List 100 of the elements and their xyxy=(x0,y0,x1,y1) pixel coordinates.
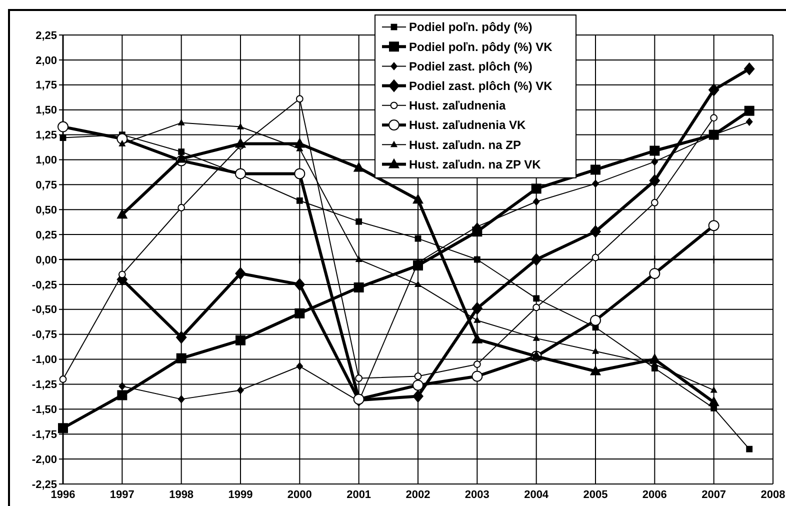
x-tick-label: 1998 xyxy=(169,489,194,501)
x-tick-label: 2004 xyxy=(524,489,550,501)
y-tick-label: -1,75 xyxy=(32,428,57,441)
x-tick-label: 2002 xyxy=(406,489,430,501)
point xyxy=(178,204,186,212)
point xyxy=(531,184,542,194)
point xyxy=(355,374,363,382)
point xyxy=(533,295,540,302)
point xyxy=(235,168,246,180)
point xyxy=(178,395,185,404)
y-tick-label: 1,25 xyxy=(36,130,57,142)
point xyxy=(118,270,126,278)
x-tick-label: 2005 xyxy=(583,489,608,501)
point xyxy=(294,168,306,180)
point xyxy=(650,146,660,156)
point xyxy=(414,372,422,380)
point xyxy=(355,256,362,262)
point xyxy=(118,140,126,146)
y-tick-label: -2,00 xyxy=(32,454,57,466)
legend-label: Podiel poľn. pôdy (%) VK xyxy=(409,40,553,54)
point xyxy=(744,106,754,116)
point xyxy=(412,390,424,403)
y-tick-label: -1,50 xyxy=(32,404,57,416)
y-tick-label: -2,25 xyxy=(32,478,57,491)
point xyxy=(178,118,185,126)
legend-label: Podiel zast. plôch (%) xyxy=(409,59,532,74)
legend-label: Podiel poľn. pôdy (%) xyxy=(409,20,532,34)
legend-label: Hust. zaľudnenia VK xyxy=(409,118,526,132)
point xyxy=(744,62,755,76)
x-tick-label: 1997 xyxy=(110,489,134,501)
point xyxy=(58,423,68,434)
x-tick-label: 2008 xyxy=(760,489,786,501)
point xyxy=(235,266,246,280)
point xyxy=(176,353,186,364)
y-tick-label: -0,75 xyxy=(32,329,57,342)
point xyxy=(296,197,303,204)
point xyxy=(473,360,481,368)
point xyxy=(296,362,304,370)
point xyxy=(530,253,542,266)
point xyxy=(710,114,718,122)
point xyxy=(590,365,601,376)
legend-label: Hust. zaľudn. na ZP xyxy=(409,138,521,152)
point xyxy=(649,353,660,364)
point xyxy=(235,138,246,148)
point xyxy=(532,304,540,312)
point xyxy=(649,268,660,279)
point xyxy=(746,446,753,452)
x-tick-label: 2001 xyxy=(346,489,372,501)
point xyxy=(236,335,246,346)
x-tick-label: 2000 xyxy=(287,489,312,501)
point xyxy=(116,208,128,219)
point xyxy=(710,386,718,393)
point xyxy=(708,396,720,406)
y-tick-label: 2,00 xyxy=(36,54,57,67)
point xyxy=(650,198,658,206)
y-tick-label: 0,75 xyxy=(36,180,57,192)
point xyxy=(651,158,658,166)
point xyxy=(532,334,540,341)
y-tick-label: 0,50 xyxy=(36,204,57,216)
point xyxy=(532,197,540,206)
y-tick-label: -0,25 xyxy=(32,279,57,292)
x-tick-label: 2007 xyxy=(702,489,726,501)
point xyxy=(708,220,720,232)
point xyxy=(118,382,126,390)
y-tick-label: 2,25 xyxy=(36,30,57,42)
point xyxy=(592,254,600,262)
point xyxy=(354,282,364,292)
point xyxy=(176,330,187,344)
point xyxy=(746,118,753,126)
point xyxy=(296,95,304,103)
point xyxy=(117,390,128,400)
y-tick-label: 1,50 xyxy=(36,104,57,117)
point xyxy=(294,278,306,291)
point xyxy=(474,316,481,323)
y-tick-label: -1,25 xyxy=(32,379,57,392)
x-tick-label: 2006 xyxy=(642,489,667,501)
y-tick-label: 1,00 xyxy=(36,154,57,167)
point xyxy=(294,308,305,318)
point xyxy=(412,194,424,204)
point xyxy=(590,314,601,326)
y-tick-label: 0,25 xyxy=(36,229,57,242)
y-tick-label: 1,75 xyxy=(36,80,57,92)
y-tick-label: 0,00 xyxy=(36,254,57,266)
point xyxy=(412,380,424,391)
legend-label: Hust. zaľudnenia xyxy=(409,98,506,113)
x-tick-label: 1996 xyxy=(50,489,76,501)
point xyxy=(472,333,483,344)
legend-label: Hust. zaľudn. na ZP VK xyxy=(409,157,542,172)
point xyxy=(592,180,600,188)
point xyxy=(472,302,483,315)
y-tick-label: -0,50 xyxy=(32,304,57,316)
point xyxy=(590,225,601,238)
point xyxy=(472,370,483,382)
legend-label: Podiel zast. plôch (%) VK xyxy=(409,79,553,93)
x-tick-label: 1999 xyxy=(228,489,253,501)
point xyxy=(649,174,660,188)
x-tick-label: 2003 xyxy=(464,489,490,501)
point xyxy=(708,83,720,96)
point xyxy=(414,280,422,288)
y-tick-label: -1,00 xyxy=(32,354,57,366)
